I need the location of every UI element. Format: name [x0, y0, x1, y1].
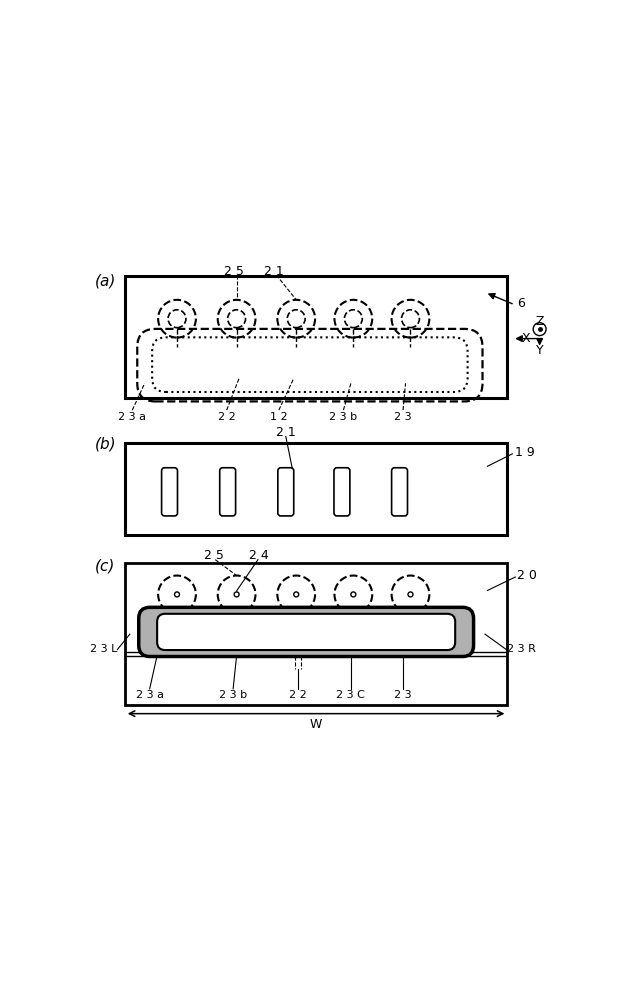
Text: 2 3 a: 2 3 a: [119, 412, 146, 422]
Text: Z: Z: [535, 315, 544, 328]
Bar: [125, 276, 508, 398]
Text: 2 5: 2 5: [224, 265, 244, 278]
Text: 6: 6: [517, 297, 525, 310]
Text: (c): (c): [95, 558, 115, 573]
FancyBboxPatch shape: [138, 607, 474, 657]
Text: 2 3: 2 3: [394, 412, 412, 422]
Text: 1 2: 1 2: [270, 412, 288, 422]
Text: W: W: [310, 718, 322, 731]
Text: 2 3 b: 2 3 b: [329, 412, 358, 422]
Text: 2 2: 2 2: [289, 690, 306, 700]
Text: (a): (a): [95, 274, 117, 289]
Text: 2 1: 2 1: [276, 426, 296, 439]
Text: 2 3: 2 3: [394, 690, 412, 700]
Text: 2 3 b: 2 3 b: [219, 690, 247, 700]
FancyBboxPatch shape: [157, 614, 455, 650]
Text: 2 4: 2 4: [249, 549, 269, 562]
Text: 2 3 R: 2 3 R: [508, 644, 537, 654]
Text: 2 3 C: 2 3 C: [337, 690, 365, 700]
Bar: [125, 443, 508, 535]
Text: 2 1: 2 1: [264, 265, 284, 278]
Text: 2 3 a: 2 3 a: [136, 690, 163, 700]
Text: 2 0: 2 0: [517, 569, 537, 582]
Text: Y: Y: [536, 344, 544, 357]
Text: 1 9: 1 9: [515, 446, 535, 459]
Text: (b): (b): [95, 436, 117, 451]
Text: 2 2: 2 2: [218, 412, 235, 422]
Bar: [125, 563, 508, 705]
Text: X: X: [522, 332, 531, 345]
Text: 2 3 L: 2 3 L: [90, 644, 117, 654]
Text: 2 5: 2 5: [204, 549, 224, 562]
